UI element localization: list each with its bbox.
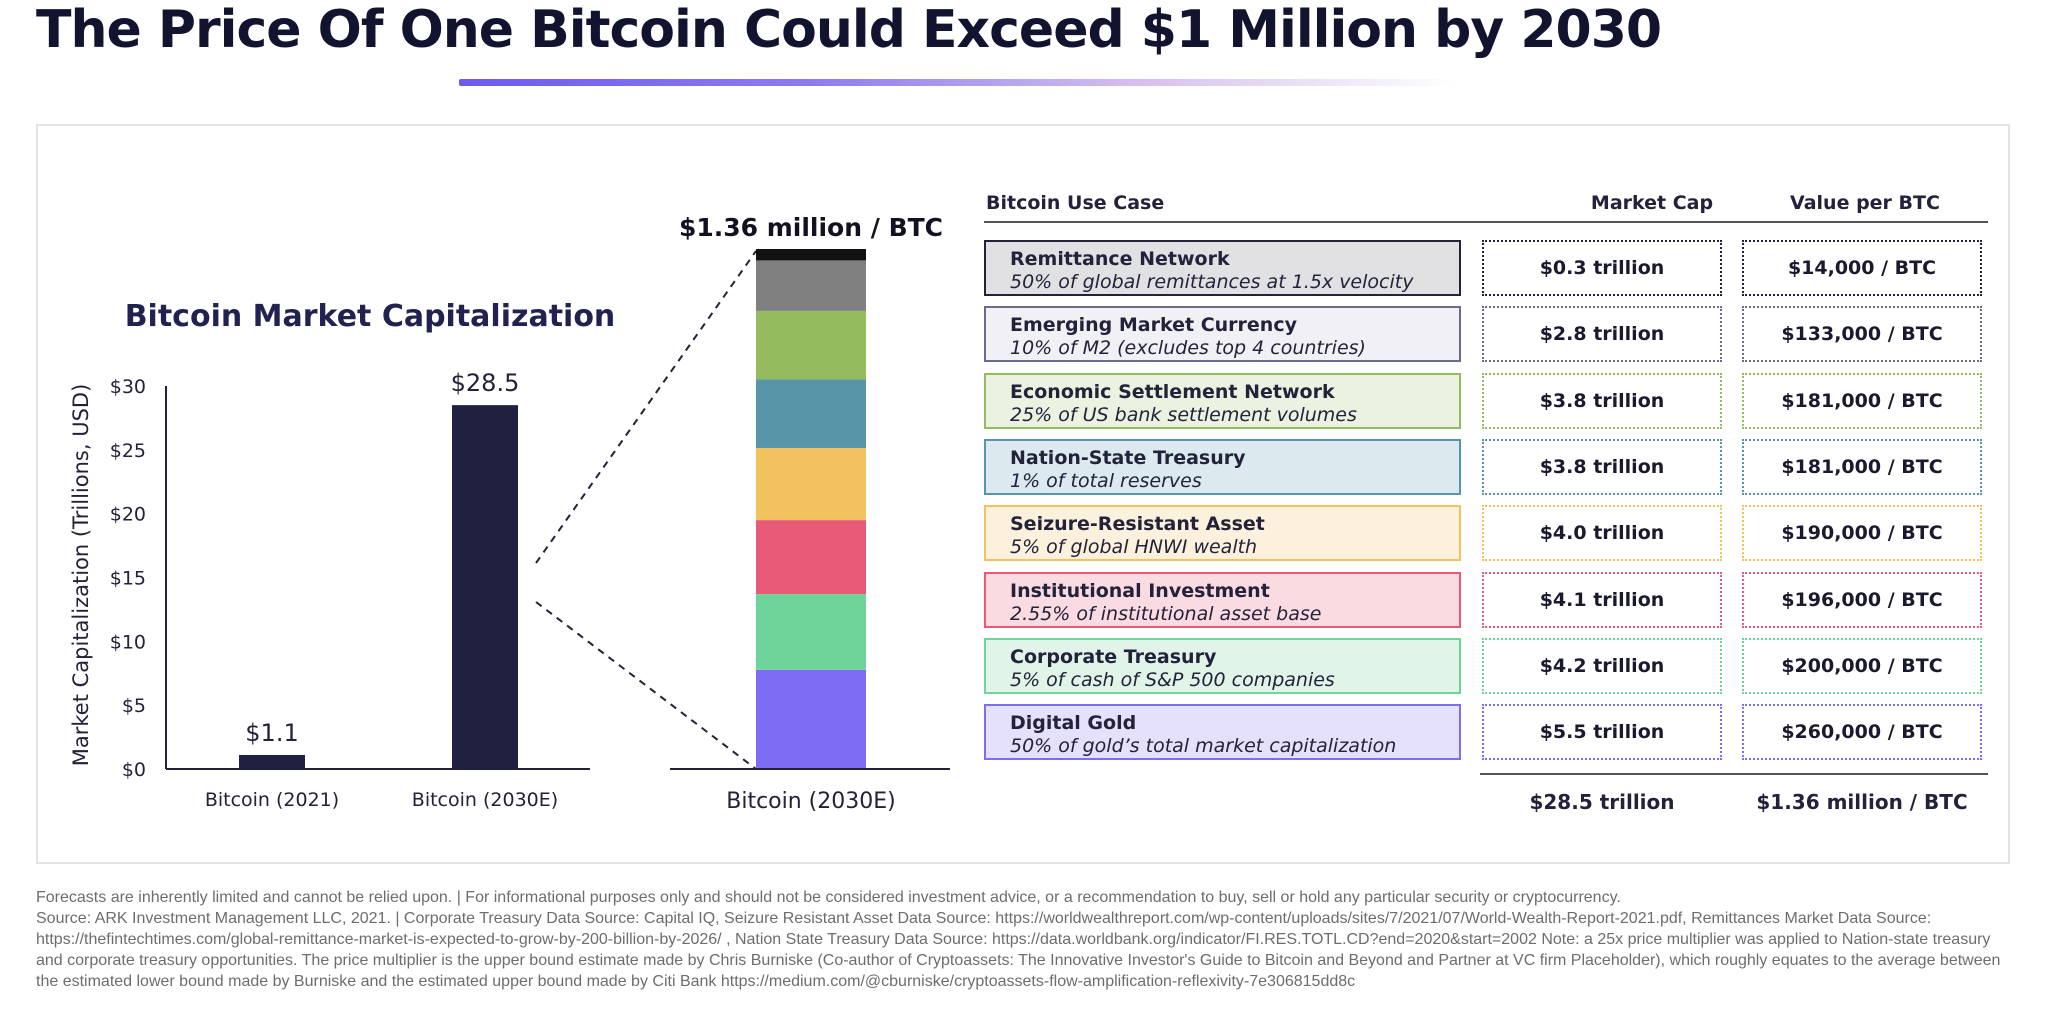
value-per-btc-cell: $200,000 / BTC (1742, 637, 1982, 694)
bar-chart-title: Bitcoin Market Capitalization (125, 299, 616, 334)
use-case-cell: Nation-State Treasury 1% of total reserve… (984, 438, 1461, 495)
use-case-name: Corporate Treasury (1010, 645, 1217, 668)
stacked-segment (756, 260, 866, 311)
bar-series (239, 405, 518, 769)
value-per-btc-cell: $133,000 / BTC (1742, 306, 1982, 363)
stacked-x-label: Bitcoin (2030E) (726, 789, 896, 814)
header-value-per-btc: Value per BTC (1790, 192, 1940, 214)
zoom-connector-bottom (535, 601, 757, 770)
use-case-name: Remittance Network (1010, 248, 1230, 270)
x-tick-labels: Bitcoin (2021) Bitcoin (2030E) (205, 789, 558, 811)
use-case-cell: Digital Gold 50% of gold’s total market c… (984, 704, 1461, 761)
market-cap-cell: $5.5 trillion (1482, 704, 1722, 761)
use-case-description: 2.55% of institutional asset base (1010, 602, 1322, 625)
title-underline (459, 79, 1459, 86)
market-cap-cell: $4.0 trillion (1482, 505, 1722, 562)
y-tick-labels: $0 $5 $10 $15 $20 $25 $30 (110, 376, 146, 781)
stacked-bar-cap (756, 249, 866, 255)
footnote-sources: Source: ARK Investment Management LLC, 2… (36, 910, 2001, 990)
bar-data-labels: $1.1 $28.5 (245, 369, 519, 747)
chart-panel (36, 124, 2010, 864)
use-case-description: 5% of global HNWI wealth (1010, 536, 1258, 559)
y-tick-label: $25 (110, 440, 146, 462)
y-tick-label: $20 (110, 504, 146, 526)
footnote: Forecasts are inherently limited and can… (36, 887, 2011, 992)
x-tick-label: Bitcoin (2030E) (412, 789, 558, 811)
total-rule (1480, 773, 1988, 775)
use-case-description: 5% of cash of S&P 500 companies (1010, 668, 1335, 691)
stacked-segment (756, 520, 866, 595)
y-tick-label: $0 (122, 759, 146, 781)
total-value-per-btc: $1.36 million / BTC (1756, 790, 1968, 814)
bar-data-label: $28.5 (451, 369, 520, 397)
header-rule (984, 221, 1988, 223)
bar-data-label: $1.1 (245, 719, 298, 747)
use-case-name: Economic Settlement Network (1010, 380, 1335, 403)
stacked-bar-title: $1.36 million / BTC (679, 213, 943, 242)
value-per-btc-cell: $181,000 / BTC (1742, 372, 1982, 429)
stacked-segment (756, 669, 866, 769)
use-case-cell: Corporate Treasury 5% of cash of S&P 500 … (984, 637, 1461, 694)
stacked-bar-segments (756, 255, 866, 769)
y-tick-label: $5 (122, 695, 146, 717)
footnote-disclaimer: Forecasts are inherently limited and can… (36, 889, 1621, 906)
zoom-connector-top (535, 250, 757, 564)
stacked-segment (756, 310, 866, 380)
y-tick-label: $30 (110, 376, 146, 398)
use-case-cell: Institutional Investment 2.55% of institu… (984, 571, 1461, 628)
use-case-name: Nation-State Treasury (1010, 446, 1246, 469)
value-per-btc-cell: $190,000 / BTC (1742, 505, 1982, 562)
use-case-cell: Emerging Market Currency 10% of M2 (exclu… (984, 306, 1461, 363)
use-case-description: 50% of gold’s total market capitalizatio… (1010, 735, 1397, 758)
use-case-cell: Economic Settlement Network 25% of US ban… (984, 372, 1461, 429)
value-per-btc-cell: $260,000 / BTC (1742, 704, 1982, 761)
use-case-description: 1% of total reserves (1010, 469, 1202, 492)
header-use-case: Bitcoin Use Case (986, 192, 1165, 214)
use-case-cell: Seizure-Resistant Asset 5% of global HNWI… (984, 505, 1461, 562)
use-case-name: Institutional Investment (1010, 579, 1270, 602)
market-cap-cell: $3.8 trillion (1482, 438, 1722, 495)
x-tick-label: Bitcoin (2021) (205, 789, 339, 811)
use-case-name: Digital Gold (1010, 712, 1137, 735)
value-per-btc-cell: $196,000 / BTC (1742, 571, 1982, 628)
stacked-segment (756, 594, 866, 670)
value-per-btc-cell: $14,000 / BTC (1742, 240, 1982, 296)
use-case-name: Emerging Market Currency (1010, 314, 1297, 337)
bar (239, 754, 305, 769)
use-case-description: 25% of US bank settlement volumes (1010, 403, 1357, 426)
y-tick-label: $15 (110, 568, 146, 590)
stacked-segment (756, 379, 866, 448)
bar (452, 405, 518, 769)
market-cap-cell: $4.2 trillion (1482, 637, 1722, 694)
y-axis-label: Market Capitalization (Trillions, USD) (69, 384, 93, 767)
header-market-cap: Market Cap (1590, 192, 1714, 214)
value-per-btc-cell: $181,000 / BTC (1742, 438, 1982, 495)
use-case-description: 10% of M2 (excludes top 4 countries) (1010, 337, 1366, 360)
market-cap-cell: $4.1 trillion (1482, 571, 1722, 628)
total-market-cap: $28.5 trillion (1529, 790, 1675, 814)
use-case-name: Seizure-Resistant Asset (1010, 513, 1265, 536)
use-case-cell: Remittance Network 50% of global remittan… (984, 240, 1461, 296)
market-cap-cell: $2.8 trillion (1482, 306, 1722, 363)
market-cap-cell: $3.8 trillion (1482, 372, 1722, 429)
use-case-description: 50% of global remittances at 1.5x veloci… (1010, 271, 1414, 293)
stacked-segment (756, 255, 866, 261)
y-tick-label: $10 (110, 631, 146, 653)
market-cap-cell: $0.3 trillion (1482, 240, 1722, 296)
page-title: The Price Of One Bitcoin Could Exceed $1… (36, 0, 1662, 60)
stacked-segment (756, 447, 866, 521)
